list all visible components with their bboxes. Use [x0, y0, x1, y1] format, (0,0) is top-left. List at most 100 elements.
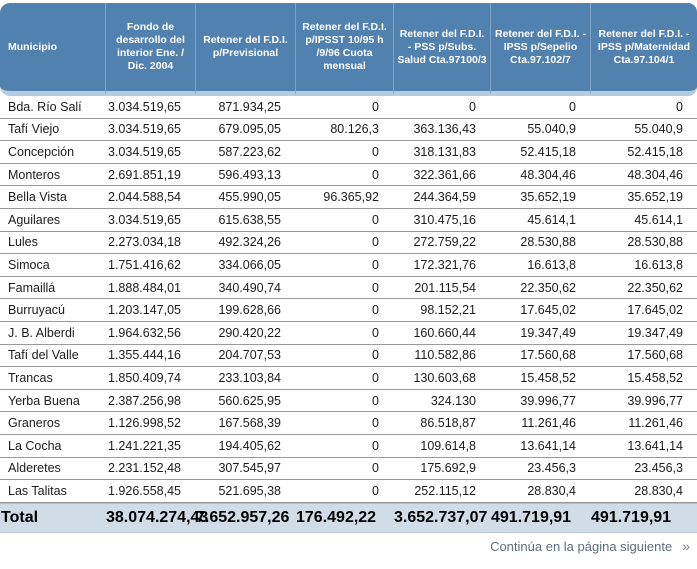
- value-cell: 39.996,77: [590, 390, 697, 413]
- value-cell: 17.645,02: [590, 299, 697, 322]
- table-row: Lules 2.273.034,18 492.324,26 0 272.759,22 2…: [0, 232, 697, 255]
- continuation-note: Continúa en la página siguiente »: [0, 538, 697, 554]
- total-label: Total: [0, 502, 105, 533]
- value-cell: 52.415,18: [490, 141, 590, 164]
- value-cell: 560.625,95: [195, 390, 295, 413]
- municipio-cell: Alderetes: [0, 458, 105, 481]
- value-cell: 3.034.519,65: [105, 209, 195, 232]
- value-cell: 80.126,3: [295, 119, 393, 142]
- municipio-cell: Burruyacú: [0, 299, 105, 322]
- value-cell: 0: [295, 390, 393, 413]
- continuation-text: Continúa en la página siguiente: [490, 538, 673, 554]
- value-cell: 0: [295, 345, 393, 368]
- value-cell: 0: [295, 277, 393, 300]
- municipio-cell: J. B. Alberdi: [0, 322, 105, 345]
- value-cell: 2.273.034,18: [105, 232, 195, 255]
- value-cell: 11.261,46: [490, 412, 590, 435]
- value-cell: 176.492,22: [295, 502, 393, 533]
- value-cell: 0: [295, 232, 393, 255]
- municipio-cell: Monteros: [0, 164, 105, 187]
- municipio-cell: Trancas: [0, 367, 105, 390]
- value-cell: 679.095,05: [195, 119, 295, 142]
- value-cell: 194.405,62: [195, 435, 295, 458]
- value-cell: 0: [295, 435, 393, 458]
- table-row: Trancas 1.850.409,74 233.103,84 0 130.603,6…: [0, 367, 697, 390]
- value-cell: 167.568,39: [195, 412, 295, 435]
- column-header: Retener del F.D.I. - PSS p/Subs. Salud C…: [393, 3, 490, 96]
- value-cell: 172.321,76: [393, 254, 490, 277]
- value-cell: 0: [490, 96, 590, 119]
- value-cell: 13.641,14: [590, 435, 697, 458]
- table-row: Aguilares 3.034.519,65 615.638,55 0 310.475…: [0, 209, 697, 232]
- value-cell: 110.582,86: [393, 345, 490, 368]
- value-cell: 11.261,46: [590, 412, 697, 435]
- column-header: Retener del F.D.I. p/Previsional: [195, 3, 295, 96]
- value-cell: 55.040,9: [490, 119, 590, 142]
- value-cell: 0: [295, 458, 393, 481]
- value-cell: 1.964.632,56: [105, 322, 195, 345]
- value-cell: 7.652.957,26: [195, 502, 295, 533]
- municipio-cell: Aguilares: [0, 209, 105, 232]
- column-header: Retener del F.D.I. - IPSS p/Sepelio Cta.…: [490, 3, 590, 96]
- value-cell: 324.130: [393, 390, 490, 413]
- value-cell: 318.131,83: [393, 141, 490, 164]
- value-cell: 2.044.588,54: [105, 186, 195, 209]
- value-cell: 2.231.152,48: [105, 458, 195, 481]
- value-cell: 13.641,14: [490, 435, 590, 458]
- value-cell: 16.613,8: [490, 254, 590, 277]
- value-cell: 0: [295, 322, 393, 345]
- table-row: Tafí Viejo 3.034.519,65 679.095,05 80.126,…: [0, 119, 697, 142]
- municipio-cell: Bda. Río Salí: [0, 96, 105, 119]
- table-row: Tafí del Valle 1.355.444,16 204.707,53 0 11…: [0, 345, 697, 368]
- value-cell: 491.719,91: [490, 502, 590, 533]
- value-cell: 35.652,19: [490, 186, 590, 209]
- municipio-cell: Concepción: [0, 141, 105, 164]
- value-cell: 491.719,91: [590, 502, 697, 533]
- value-cell: 17.645,02: [490, 299, 590, 322]
- table-row: Famaillá 1.888.484,01 340.490,74 0 201.115,…: [0, 277, 697, 300]
- value-cell: 2.387.256,98: [105, 390, 195, 413]
- value-cell: 596.493,13: [195, 164, 295, 187]
- value-cell: 340.490,74: [195, 277, 295, 300]
- value-cell: 17.560,68: [490, 345, 590, 368]
- value-cell: 3.034.519,65: [105, 96, 195, 119]
- value-cell: 15.458,52: [490, 367, 590, 390]
- table-body: Bda. Río Salí 3.034.519,65 871.934,25 0 0 0 0…: [0, 96, 697, 503]
- municipio-cell: Tafí Viejo: [0, 119, 105, 142]
- value-cell: 1.888.484,01: [105, 277, 195, 300]
- value-cell: 2.691.851,19: [105, 164, 195, 187]
- value-cell: 0: [295, 209, 393, 232]
- value-cell: 244.364,59: [393, 186, 490, 209]
- table-row: Burruyacú 1.203.147,05 199.628,66 0 98.152,…: [0, 299, 697, 322]
- table-row: Bda. Río Salí 3.034.519,65 871.934,25 0 0 0 0: [0, 96, 697, 119]
- table-row: Yerba Buena 2.387.256,98 560.625,95 0 324.1…: [0, 390, 697, 413]
- value-cell: 363.136,43: [393, 119, 490, 142]
- value-cell: 0: [295, 412, 393, 435]
- value-cell: 98.152,21: [393, 299, 490, 322]
- value-cell: 23.456,3: [590, 458, 697, 481]
- value-cell: 160.660,44: [393, 322, 490, 345]
- value-cell: 3.034.519,65: [105, 119, 195, 142]
- value-cell: 0: [295, 96, 393, 119]
- value-cell: 3.034.519,65: [105, 141, 195, 164]
- value-cell: 1.203.147,05: [105, 299, 195, 322]
- value-cell: 199.628,66: [195, 299, 295, 322]
- value-cell: 1.355.444,16: [105, 345, 195, 368]
- table-row: Simoca 1.751.416,62 334.066,05 0 172.321,76…: [0, 254, 697, 277]
- column-header: Municipio: [0, 3, 105, 96]
- value-cell: 0: [295, 254, 393, 277]
- value-cell: 96.365,92: [295, 186, 393, 209]
- value-cell: 28.530,88: [590, 232, 697, 255]
- value-cell: 86.518,87: [393, 412, 490, 435]
- value-cell: 130.603,68: [393, 367, 490, 390]
- value-cell: 1.751.416,62: [105, 254, 195, 277]
- value-cell: 28.830,4: [490, 480, 590, 503]
- value-cell: 28.530,88: [490, 232, 590, 255]
- total-row: Total 38.074.274,43 7.652.957,26 176.492,2…: [0, 502, 697, 533]
- value-cell: 290.420,22: [195, 322, 295, 345]
- value-cell: 3.652.737,07: [393, 502, 490, 533]
- value-cell: 615.638,55: [195, 209, 295, 232]
- municipio-cell: Tafí del Valle: [0, 345, 105, 368]
- value-cell: 455.990,05: [195, 186, 295, 209]
- table-row: Concepción 3.034.519,65 587.223,62 0 318.13…: [0, 141, 697, 164]
